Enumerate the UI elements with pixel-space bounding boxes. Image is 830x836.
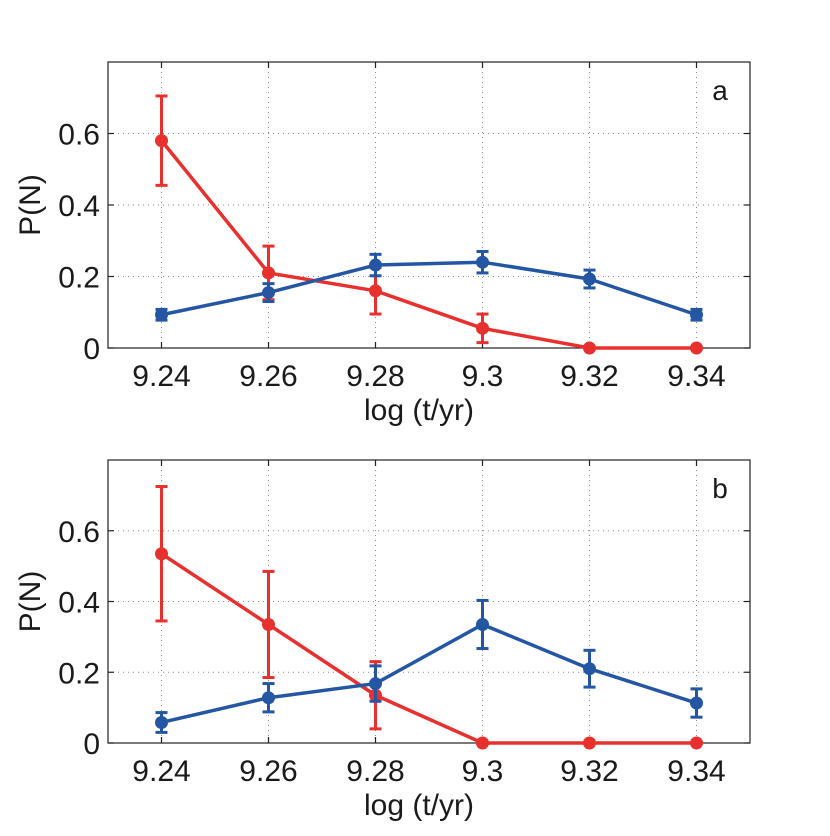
data-point bbox=[583, 341, 596, 355]
series-1 bbox=[155, 249, 703, 322]
y-tick-label: 0.2 bbox=[58, 262, 100, 295]
y-tick-label: 0 bbox=[83, 728, 100, 761]
x-tick-label: 9.24 bbox=[132, 755, 190, 788]
series-line bbox=[161, 260, 698, 317]
data-point bbox=[155, 547, 168, 561]
data-point bbox=[262, 617, 275, 631]
data-point bbox=[262, 286, 275, 300]
data-point bbox=[690, 736, 703, 750]
panel-label: b bbox=[712, 473, 728, 504]
data-point bbox=[583, 662, 596, 676]
y-axis-label: P(N) bbox=[14, 571, 47, 633]
data-point bbox=[369, 258, 382, 272]
x-tick-label: 9.34 bbox=[667, 360, 725, 393]
data-point bbox=[476, 321, 489, 335]
data-point bbox=[262, 266, 275, 280]
x-axis-label: log (t/yr) bbox=[364, 394, 474, 427]
x-tick-label: 9.26 bbox=[239, 360, 297, 393]
data-point bbox=[262, 691, 275, 705]
x-tick-label: 9.28 bbox=[346, 360, 404, 393]
y-tick-label: 0.4 bbox=[58, 190, 100, 223]
data-point bbox=[476, 617, 489, 631]
data-point bbox=[690, 341, 703, 355]
data-point bbox=[690, 308, 703, 322]
y-tick-label: 0.4 bbox=[58, 587, 100, 620]
data-point bbox=[476, 736, 489, 750]
y-tick-label: 0.6 bbox=[58, 119, 100, 152]
x-tick-label: 9.24 bbox=[132, 360, 190, 393]
y-tick-label: 0.6 bbox=[58, 516, 100, 549]
panel-label: a bbox=[712, 75, 728, 106]
data-point bbox=[369, 677, 382, 691]
data-point bbox=[155, 715, 168, 729]
x-tick-label: 9.34 bbox=[667, 755, 725, 788]
x-tick-label: 9.32 bbox=[560, 755, 618, 788]
data-point bbox=[690, 696, 703, 710]
data-point bbox=[155, 134, 168, 148]
series-0 bbox=[155, 94, 703, 355]
y-tick-label: 0.2 bbox=[58, 657, 100, 690]
y-axis-label: P(N) bbox=[14, 174, 47, 236]
x-tick-label: 9.3 bbox=[462, 755, 504, 788]
data-point bbox=[583, 736, 596, 750]
data-point bbox=[583, 272, 596, 286]
series-1 bbox=[155, 598, 703, 734]
chart-panel-b: 9.24 9.26 9.28 9.3 9.32 9.34 0 0.2 0.4 0.6 log (t/… bbox=[14, 459, 751, 822]
data-point bbox=[369, 284, 382, 298]
series-0 bbox=[155, 485, 703, 750]
chart-panel-a: 9.24 9.26 9.28 9.3 9.32 9.34 0 0.2 0.4 0.6 log (t/… bbox=[14, 61, 751, 427]
x-axis-label: log (t/yr) bbox=[364, 789, 474, 822]
x-tick-label: 9.32 bbox=[560, 360, 618, 393]
series-line bbox=[160, 139, 697, 350]
y-tick-label: 0 bbox=[83, 333, 100, 366]
series-line bbox=[161, 622, 698, 725]
x-tick-label: 9.28 bbox=[346, 755, 404, 788]
data-point bbox=[155, 308, 168, 322]
series-line bbox=[160, 552, 697, 745]
data-point bbox=[476, 255, 489, 269]
x-tick-label: 9.3 bbox=[462, 360, 504, 393]
x-tick-label: 9.26 bbox=[239, 755, 297, 788]
